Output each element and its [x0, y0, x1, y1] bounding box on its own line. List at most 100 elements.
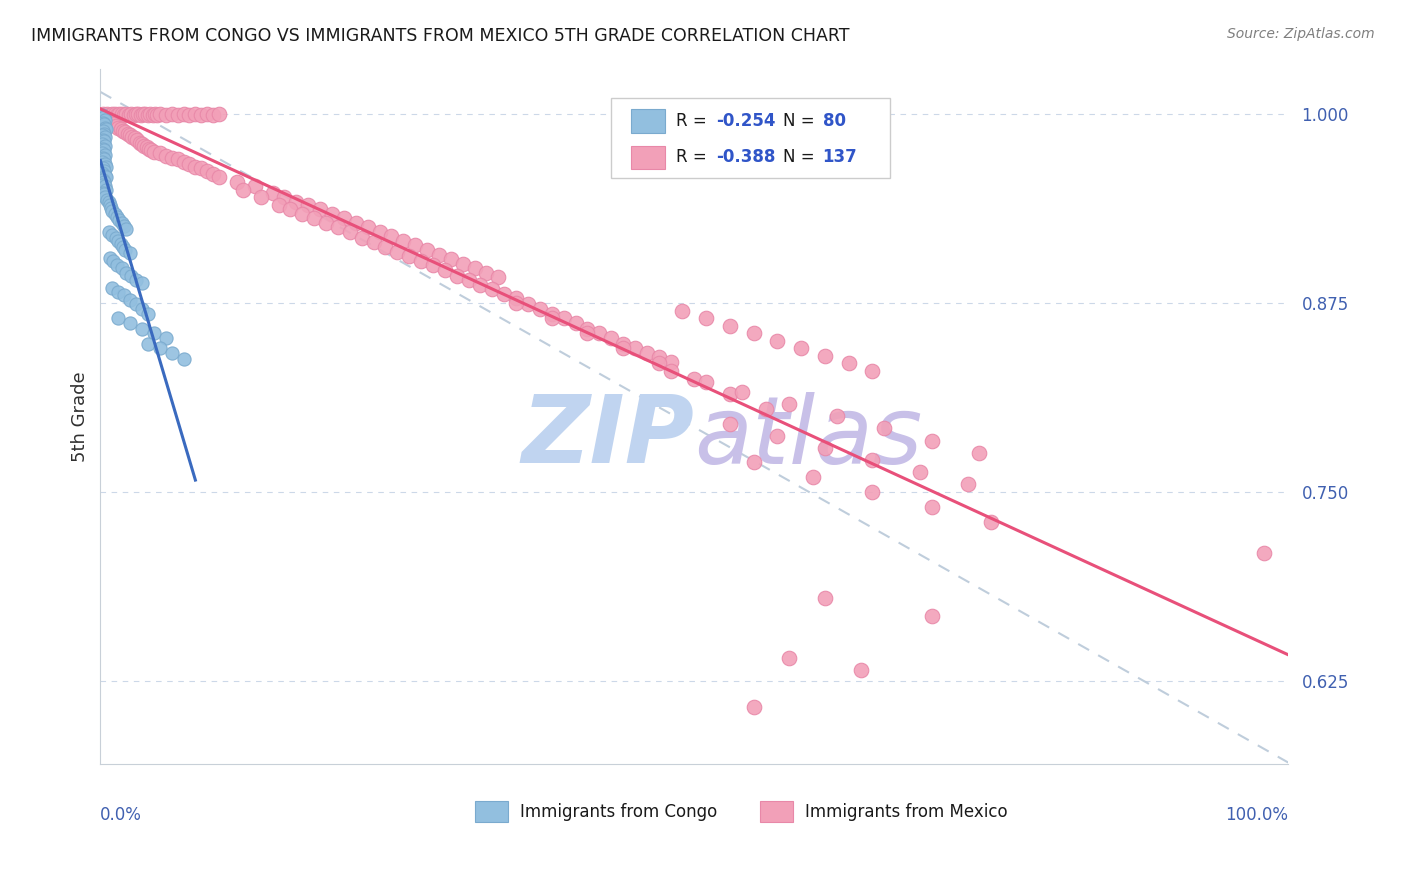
Point: [576, 326, 599, 341]
Point: [464, 261, 486, 276]
Point: [90, 119, 112, 133]
Point: [921, 500, 943, 515]
Point: [766, 334, 789, 348]
Point: [93, 164, 115, 178]
Point: [404, 238, 426, 252]
Point: [142, 145, 165, 159]
Point: [101, 203, 124, 218]
Point: [115, 222, 138, 236]
Point: [94, 190, 117, 204]
Point: [94, 112, 117, 127]
Point: [226, 175, 249, 189]
Point: [91, 151, 114, 165]
Point: [814, 349, 837, 363]
Point: [149, 146, 172, 161]
Point: [139, 107, 162, 121]
Point: [125, 297, 148, 311]
Point: [118, 293, 141, 307]
Point: [93, 110, 115, 124]
Point: [363, 235, 385, 250]
Text: IMMIGRANTS FROM CONGO VS IMMIGRANTS FROM MEXICO 5TH GRADE CORRELATION CHART: IMMIGRANTS FROM CONGO VS IMMIGRANTS FROM…: [31, 27, 849, 45]
Point: [208, 107, 231, 121]
Point: [540, 307, 562, 321]
Point: [166, 108, 188, 122]
Point: [142, 108, 165, 122]
Text: Source: ZipAtlas.com: Source: ZipAtlas.com: [1227, 27, 1375, 41]
Point: [190, 108, 212, 122]
Point: [118, 128, 141, 142]
Point: [202, 108, 225, 122]
Point: [280, 202, 302, 217]
Point: [93, 175, 115, 189]
Point: [718, 318, 741, 333]
Point: [766, 429, 789, 443]
Point: [184, 160, 207, 174]
Point: [243, 179, 266, 194]
Point: [112, 108, 135, 122]
Point: [114, 243, 136, 257]
Point: [90, 155, 112, 169]
Point: [127, 133, 149, 147]
Point: [93, 112, 115, 126]
Point: [94, 120, 117, 135]
Point: [134, 107, 156, 121]
Point: [93, 134, 115, 148]
Text: R =: R =: [676, 112, 713, 130]
Point: [173, 155, 195, 169]
Point: [433, 262, 456, 277]
Point: [122, 108, 145, 122]
Point: [93, 118, 115, 132]
Point: [100, 201, 122, 215]
Point: [486, 270, 509, 285]
Point: [91, 133, 114, 147]
Point: [104, 119, 127, 133]
Point: [755, 401, 778, 416]
Point: [91, 112, 114, 126]
Text: ZIP: ZIP: [522, 392, 695, 483]
Point: [291, 207, 314, 221]
Point: [155, 331, 177, 345]
Point: [440, 252, 463, 266]
Point: [647, 351, 669, 365]
Point: [422, 258, 444, 272]
Point: [540, 311, 562, 326]
Point: [862, 364, 884, 378]
Point: [339, 225, 361, 239]
Point: [612, 336, 634, 351]
Point: [117, 127, 139, 141]
Point: [97, 114, 120, 128]
Point: [742, 326, 765, 341]
Point: [262, 186, 284, 200]
Point: [155, 108, 177, 122]
Point: [302, 211, 325, 226]
Point: [135, 140, 157, 154]
Point: [110, 237, 132, 252]
Point: [387, 244, 409, 259]
Point: [475, 266, 498, 280]
Point: [104, 231, 127, 245]
Point: [111, 107, 134, 121]
Point: [505, 296, 527, 310]
Point: [105, 258, 128, 272]
Point: [90, 137, 112, 152]
Y-axis label: 5th Grade: 5th Grade: [72, 371, 89, 462]
Point: [149, 107, 172, 121]
Point: [344, 216, 367, 230]
Point: [195, 164, 218, 178]
Point: [350, 231, 373, 245]
Point: [96, 112, 118, 127]
Point: [427, 247, 450, 261]
Point: [131, 301, 153, 316]
Point: [111, 216, 134, 230]
Point: [564, 316, 586, 330]
Point: [93, 127, 115, 141]
Point: [111, 240, 134, 254]
Point: [873, 421, 896, 435]
Point: [368, 225, 391, 239]
Point: [111, 261, 134, 276]
Point: [120, 107, 142, 121]
Point: [107, 311, 129, 326]
Point: [285, 194, 308, 209]
Point: [90, 178, 112, 192]
Text: N =: N =: [783, 148, 820, 167]
